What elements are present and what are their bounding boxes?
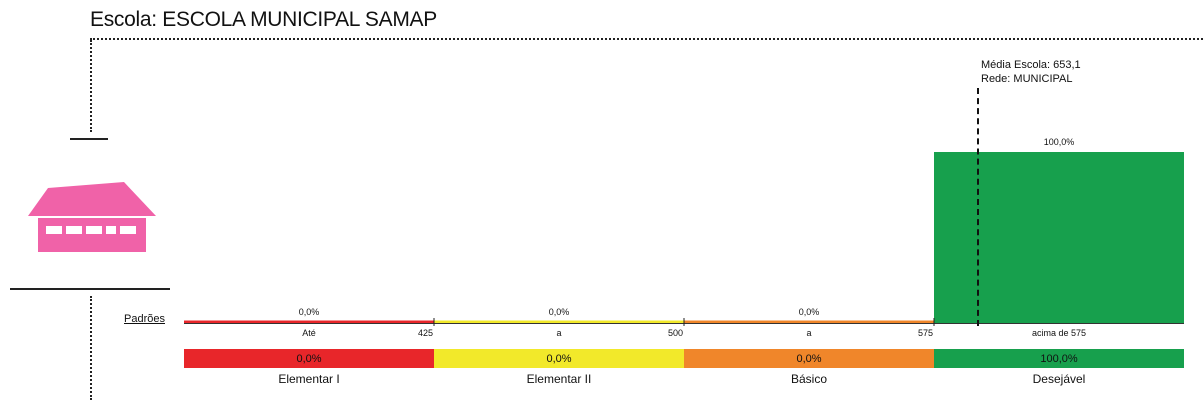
bar-value-label-3: 100,0% bbox=[1043, 137, 1075, 147]
school-title: Escola: ESCOLA MUNICIPAL SAMAP bbox=[90, 8, 437, 31]
bar-value-label-0: 0,0% bbox=[298, 307, 320, 317]
dotted-divider-left-bottom bbox=[90, 296, 92, 400]
level-name-1: Elementar II bbox=[526, 372, 592, 386]
level-bar-1: 0,0% bbox=[434, 349, 684, 368]
level-bar-0: 0,0% bbox=[184, 349, 434, 368]
level-bar-3: 100,0% bbox=[934, 349, 1184, 368]
mean-info: Média Escola: 653,1 Rede: MUNICIPAL bbox=[981, 58, 1081, 86]
range-label-1: a bbox=[556, 328, 562, 338]
padroes-label: Padrões bbox=[124, 313, 165, 325]
school-mean-label: Média Escola: 653,1 bbox=[981, 59, 1081, 71]
dotted-divider-top bbox=[90, 38, 1203, 40]
school-building-icon bbox=[28, 182, 156, 252]
baseline-segment bbox=[434, 320, 684, 324]
bar-3 bbox=[934, 152, 1184, 322]
level-name-3: Desejável bbox=[1032, 372, 1086, 386]
range-label-2: a bbox=[806, 328, 812, 338]
level-bar-2: 0,0% bbox=[684, 349, 934, 368]
bar-value-label-2: 0,0% bbox=[798, 307, 820, 317]
threshold-label-1: 500 bbox=[668, 328, 684, 338]
dotted-divider-left-top bbox=[90, 40, 92, 132]
bar-value-label-1: 0,0% bbox=[548, 307, 570, 317]
divider-line-top bbox=[70, 138, 108, 140]
network-label: Rede: MUNICIPAL bbox=[981, 73, 1073, 85]
level-name-0: Elementar I bbox=[278, 372, 340, 386]
level-name-2: Básico bbox=[790, 372, 828, 386]
range-label-0: Até bbox=[302, 328, 316, 338]
threshold-label-2: 575 bbox=[918, 328, 934, 338]
baseline-segment bbox=[184, 320, 434, 324]
divider-line-bottom bbox=[10, 288, 170, 290]
baseline-segment bbox=[684, 320, 934, 324]
mean-reference-line bbox=[977, 88, 979, 326]
threshold-label-0: 425 bbox=[418, 328, 434, 338]
range-label-3: acima de 575 bbox=[1031, 328, 1087, 338]
